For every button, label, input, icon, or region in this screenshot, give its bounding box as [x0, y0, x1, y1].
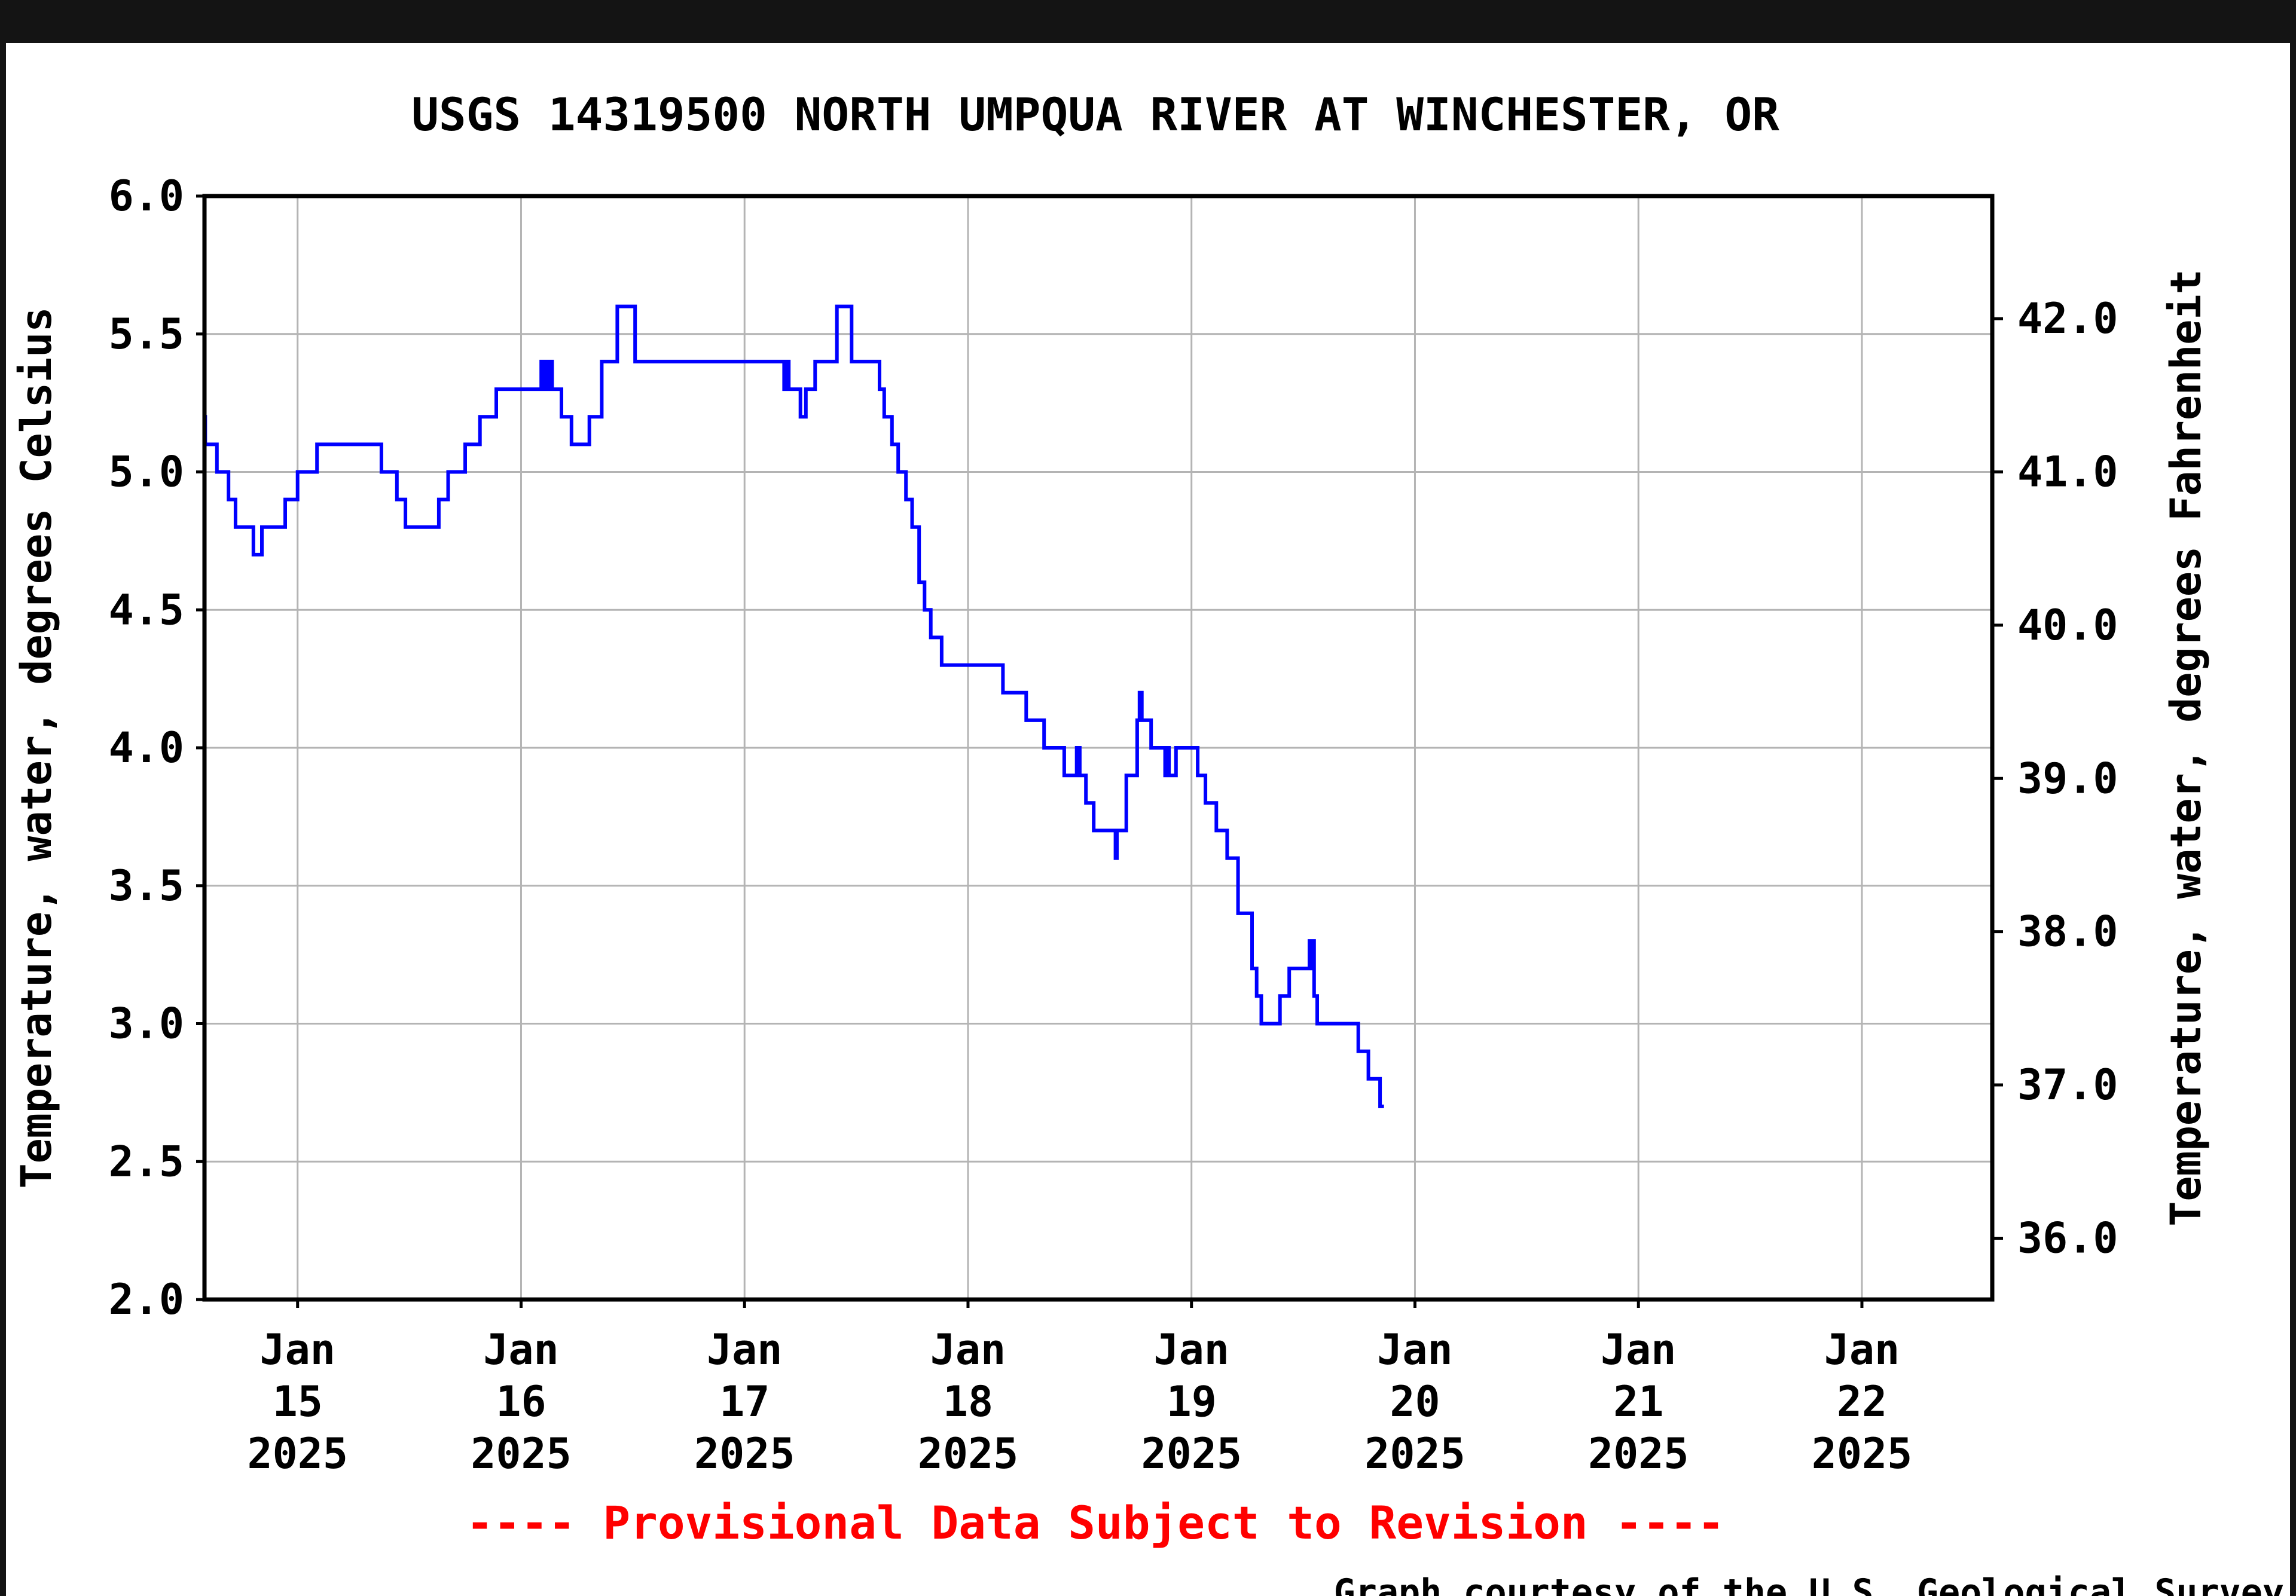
x-tick-label: Jan	[1601, 1325, 1676, 1374]
y-right-tick-label: 37.0	[2017, 1060, 2118, 1109]
x-tick-label: 21	[1613, 1377, 1663, 1426]
x-tick-label: 20	[1390, 1377, 1440, 1426]
chart-title: USGS 14319500 NORTH UMPQUA RIVER AT WINC…	[411, 88, 1779, 141]
x-tick-label: 2025	[1588, 1429, 1689, 1478]
x-tick-label: 22	[1837, 1377, 1887, 1426]
y-axis-right: 36.0 37.0 38.0 39.0 40.0 41.0 42.0	[1992, 294, 2118, 1262]
x-tick-label: Jan	[707, 1325, 782, 1374]
x-tick-label: 16	[496, 1377, 546, 1426]
x-tick-label: 2025	[247, 1429, 348, 1478]
y-tick-label: 3.5	[109, 861, 184, 910]
x-tick-label: 2025	[471, 1429, 572, 1478]
x-tick-label: Jan	[1154, 1325, 1229, 1374]
x-tick-label: 2025	[1812, 1429, 1913, 1478]
x-tick-label: Jan	[483, 1325, 558, 1374]
x-tick-label: Jan	[1377, 1325, 1452, 1374]
series-line	[203, 304, 1384, 1108]
chart-frame: USGS 14319500 NORTH UMPQUA RIVER AT WINC…	[6, 43, 2290, 1596]
provisional-notice: ---- Provisional Data Subject to Revisio…	[466, 1496, 1725, 1549]
y-tick-label: 5.5	[109, 310, 184, 359]
x-tick-label: Jan	[930, 1325, 1006, 1374]
y-tick-label: 2.0	[109, 1275, 184, 1324]
y-right-tick-label: 42.0	[2017, 294, 2118, 343]
y-tick-label: 5.0	[109, 448, 184, 497]
x-tick-label: 15	[273, 1377, 323, 1426]
x-axis: Jan152025Jan162025Jan172025Jan182025Jan1…	[247, 1300, 1912, 1478]
x-tick-label: 19	[1167, 1377, 1217, 1426]
y-tick-label: 4.0	[109, 723, 184, 772]
y-axis-left-label: Temperature, water, degrees Celsius	[12, 307, 61, 1188]
y-tick-label: 6.0	[109, 172, 184, 221]
plot-area-border	[202, 194, 1995, 1302]
y-tick-label: 4.5	[109, 585, 184, 634]
x-tick-label: 2025	[1141, 1429, 1242, 1478]
x-tick-label: 2025	[694, 1429, 795, 1478]
y-right-tick-label: 38.0	[2017, 907, 2118, 956]
y-axis-left: 2.0 2.5 3.0 3.5 4.0 4.5 5.0 5.5 6.0	[109, 172, 204, 1324]
y-axis-right-label: Temperature, water, degrees Fahrenheit	[2161, 269, 2210, 1226]
x-tick-label: Jan	[260, 1325, 335, 1374]
x-tick-label: 17	[719, 1377, 770, 1426]
grid-lines	[204, 195, 1992, 1301]
x-tick-label: Jan	[1824, 1325, 1900, 1374]
y-tick-label: 2.5	[109, 1137, 184, 1186]
y-tick-label: 3.0	[109, 999, 184, 1048]
y-right-tick-label: 40.0	[2017, 601, 2118, 650]
x-tick-label: 18	[943, 1377, 993, 1426]
x-tick-label: 2025	[918, 1429, 1019, 1478]
y-right-tick-label: 39.0	[2017, 754, 2118, 803]
y-right-tick-label: 36.0	[2017, 1213, 2118, 1262]
y-right-tick-label: 41.0	[2017, 448, 2118, 497]
line-chart: USGS 14319500 NORTH UMPQUA RIVER AT WINC…	[12, 88, 2284, 1596]
usgs-credit: Graph courtesy of the U.S. Geological Su…	[1334, 1571, 2284, 1596]
x-tick-label: 2025	[1364, 1429, 1465, 1478]
